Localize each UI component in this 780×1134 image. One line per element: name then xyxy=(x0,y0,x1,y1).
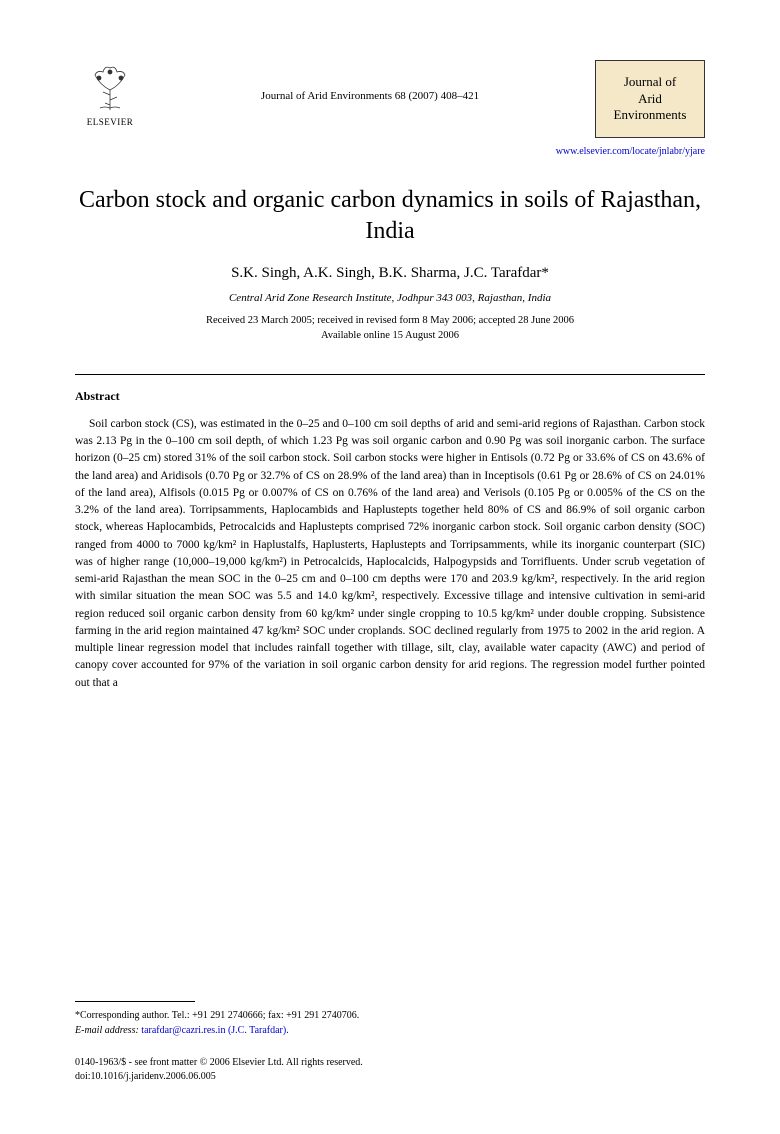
section-divider xyxy=(75,374,705,375)
elsevier-label: ELSEVIER xyxy=(87,117,134,127)
abstract-body: Soil carbon stock (CS), was estimated in… xyxy=(75,416,705,692)
footer-block: *Corresponding author. Tel.: +91 291 274… xyxy=(75,1001,705,1084)
affiliation-line: Central Arid Zone Research Institute, Jo… xyxy=(75,292,705,304)
journal-box-line: Environments xyxy=(614,107,687,124)
corresponding-author: *Corresponding author. Tel.: +91 291 274… xyxy=(75,1008,705,1038)
dates-online: Available online 15 August 2006 xyxy=(75,329,705,344)
journal-title-box: Journal of Arid Environments xyxy=(595,60,705,138)
corresponding-email-line: E-mail address: tarafdar@cazri.res.in (J… xyxy=(75,1023,705,1038)
doi-line: doi:10.1016/j.jaridenv.2006.06.005 xyxy=(75,1070,705,1084)
copyright-line: 0140-1963/$ - see front matter © 2006 El… xyxy=(75,1056,705,1070)
authors-line: S.K. Singh, A.K. Singh, B.K. Sharma, J.C… xyxy=(75,265,705,282)
article-title: Carbon stock and organic carbon dynamics… xyxy=(75,185,705,247)
journal-box-line: Arid xyxy=(638,91,662,108)
copyright-block: 0140-1963/$ - see front matter © 2006 El… xyxy=(75,1056,705,1084)
elsevier-tree-icon xyxy=(85,60,135,115)
journal-url-link[interactable]: www.elsevier.com/locate/jnlabr/yjare xyxy=(75,146,705,157)
email-label: E-mail address: xyxy=(75,1025,139,1036)
footer-divider xyxy=(75,1001,195,1002)
email-link[interactable]: tarafdar@cazri.res.in (J.C. Tarafdar). xyxy=(141,1025,288,1036)
dates-received: Received 23 March 2005; received in revi… xyxy=(75,314,705,329)
elsevier-logo: ELSEVIER xyxy=(75,60,145,127)
dates-block: Received 23 March 2005; received in revi… xyxy=(75,314,705,343)
corresponding-contact: *Corresponding author. Tel.: +91 291 274… xyxy=(75,1008,705,1023)
journal-box-line: Journal of xyxy=(624,74,676,91)
header-row: ELSEVIER Journal of Arid Environments 68… xyxy=(75,60,705,138)
abstract-heading: Abstract xyxy=(75,389,705,404)
journal-reference: Journal of Arid Environments 68 (2007) 4… xyxy=(145,60,595,102)
